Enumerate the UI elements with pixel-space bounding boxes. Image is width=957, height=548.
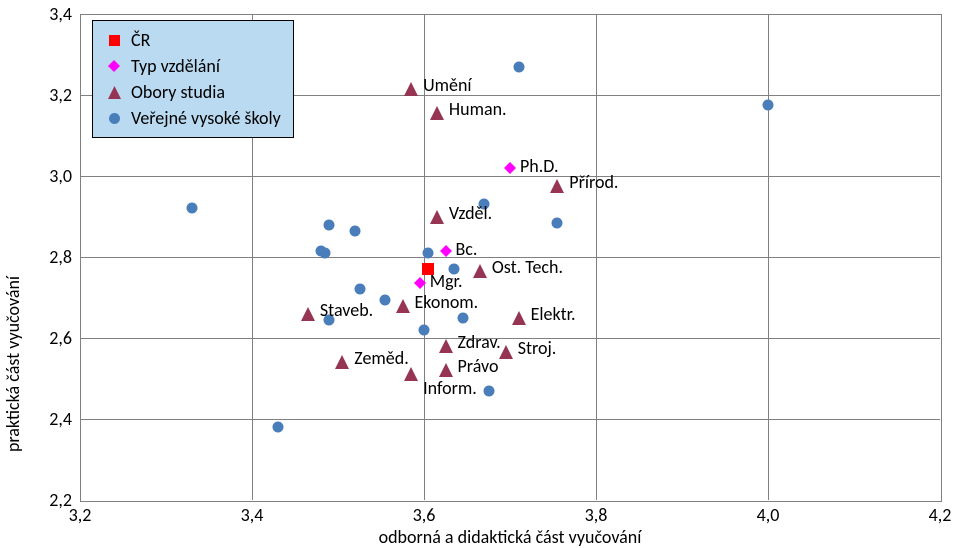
point-skoly [763, 100, 774, 111]
scatter-chart: 3,23,43,63,84,04,22,22,42,62,83,03,23,4 … [0, 0, 957, 546]
y-axis-title: praktická část vyučování [2, 276, 24, 452]
legend-item: ČR [103, 27, 281, 53]
x-axis-title: odborná a didaktická část vyučování [379, 526, 642, 548]
legend: ČR Typ vzdělání Obory studia Veřejné vysoké… [92, 20, 294, 138]
gridline-horizontal [80, 176, 940, 177]
y-tick-label: 2,2 [49, 489, 72, 511]
point-obory [396, 299, 410, 313]
point-skoly [423, 247, 434, 258]
point-obory [512, 311, 526, 325]
point-skoly [483, 385, 494, 396]
point-obory [430, 106, 444, 120]
point-obory [430, 210, 444, 224]
point-label: Human. [449, 98, 507, 120]
point-skoly [380, 294, 391, 305]
x-tick-label: 3,8 [585, 504, 608, 526]
legend-item: Veřejné vysoké školy [103, 105, 281, 131]
point-label: Vzděl. [449, 202, 492, 224]
point-skoly [354, 284, 365, 295]
square-icon [103, 35, 125, 46]
x-tick-label: 4,2 [929, 504, 952, 526]
legend-label: Typ vzdělání [131, 55, 220, 77]
circle-icon [103, 113, 125, 124]
point-label: Staveb. [320, 299, 373, 321]
point-skoly [513, 61, 524, 72]
point-obory [439, 339, 453, 353]
point-obory [439, 363, 453, 377]
y-tick-label: 2,8 [49, 246, 72, 268]
y-tick-label: 3,2 [49, 84, 72, 106]
point-skoly [320, 247, 331, 258]
point-skoly [186, 203, 197, 214]
point-skoly [350, 225, 361, 236]
y-tick-label: 3,4 [49, 3, 72, 25]
point-obory [550, 179, 564, 193]
point-obory [404, 82, 418, 96]
x-tick-label: 3,2 [69, 504, 92, 526]
point-obory [473, 264, 487, 278]
point-typ [504, 162, 516, 174]
y-tick-label: 2,4 [49, 408, 72, 430]
point-label: Ost. Tech. [492, 256, 563, 278]
point-label: Mgr. [430, 270, 463, 292]
gridline-horizontal [80, 419, 940, 420]
point-obory [335, 355, 349, 369]
x-tick-label: 3,4 [241, 504, 264, 526]
diamond-icon [103, 60, 125, 72]
point-obory [404, 367, 418, 381]
point-label: Inform. [423, 377, 477, 399]
legend-label: ČR [131, 29, 150, 51]
legend-label: Veřejné vysoké školy [131, 107, 281, 129]
triangle-icon [103, 86, 125, 99]
point-label: Umění [423, 74, 471, 96]
point-label: Ph.D. [520, 155, 559, 177]
point-label: Právo [458, 355, 499, 377]
point-typ [440, 245, 452, 257]
y-tick-label: 2,6 [49, 327, 72, 349]
point-skoly [552, 217, 563, 228]
point-skoly [272, 422, 283, 433]
point-label: Zdrav. [458, 331, 501, 353]
point-skoly [457, 312, 468, 323]
gridline-horizontal [80, 338, 940, 339]
point-label: Zeměd. [354, 347, 408, 369]
point-label: Přírod. [569, 171, 618, 193]
point-skoly [419, 324, 430, 335]
x-tick-label: 3,6 [413, 504, 436, 526]
y-tick-label: 3,0 [49, 165, 72, 187]
point-label: Stroj. [518, 337, 557, 359]
point-label: Bc. [456, 238, 478, 260]
point-label: Elektr. [531, 303, 576, 325]
point-obory [499, 345, 513, 359]
point-label: Ekonom. [415, 291, 479, 313]
point-obory [301, 307, 315, 321]
x-tick-label: 4,0 [757, 504, 780, 526]
legend-item: Typ vzdělání [103, 53, 281, 79]
legend-item: Obory studia [103, 79, 281, 105]
point-typ [414, 277, 426, 289]
point-skoly [324, 219, 335, 230]
legend-label: Obory studia [131, 81, 225, 103]
